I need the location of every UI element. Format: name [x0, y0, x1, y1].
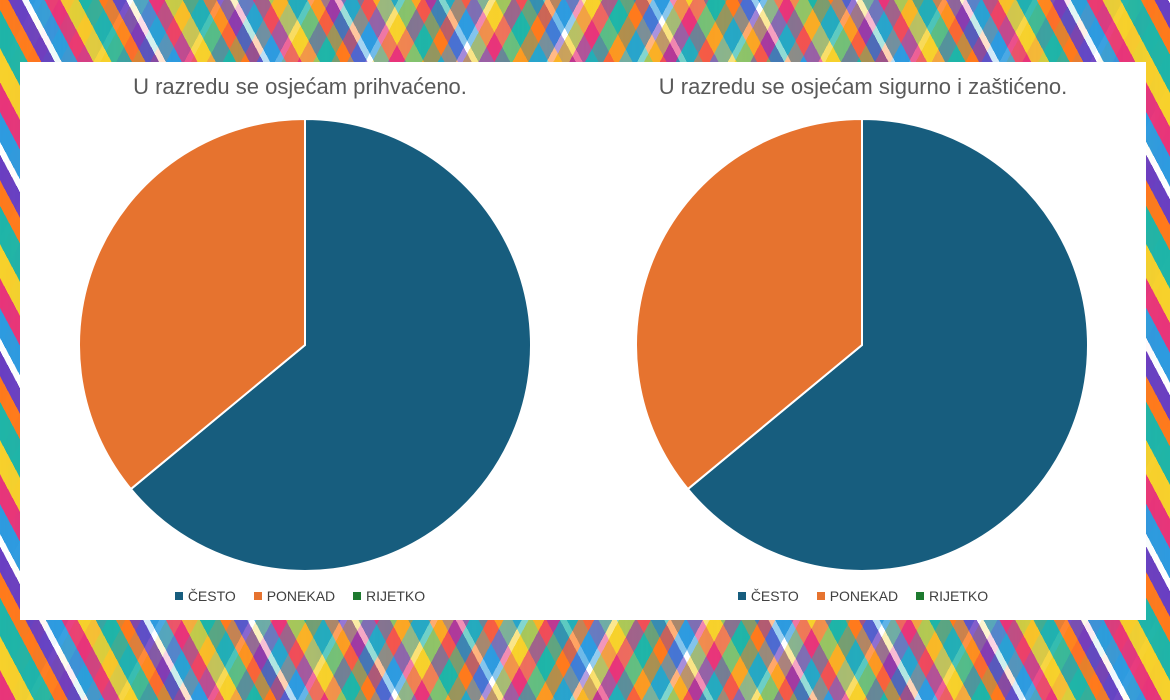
chart-legend: ČESTO PONEKAD RIJETKO	[583, 588, 1143, 604]
pie-slice-cesto	[686, 117, 1089, 572]
legend-label: ČESTO	[750, 588, 799, 604]
legend-item-rijetko: RIJETKO	[353, 588, 425, 604]
legend-item-cesto: ČESTO	[737, 588, 799, 604]
legend-swatch	[353, 592, 362, 601]
legend-label: PONEKAD	[266, 588, 336, 604]
legend-swatch	[916, 592, 925, 601]
pie-slice-ponekad	[78, 117, 306, 491]
pie-slice-ponekad	[635, 117, 863, 491]
chart-legend: ČESTO PONEKAD RIJETKO	[20, 588, 580, 604]
chart-title: U razredu se osjećam sigurno i zaštićeno…	[658, 74, 1068, 99]
pie-slice-cesto	[129, 117, 532, 572]
legend-swatch	[174, 592, 183, 601]
pie-svg	[635, 117, 1089, 572]
legend-item-ponekad: PONEKAD	[816, 588, 899, 604]
pie-chart-sigurno: U razredu se osjećam sigurno i zaštićeno…	[583, 62, 1143, 620]
legend-swatch	[253, 592, 262, 601]
legend-label: RIJETKO	[366, 588, 426, 604]
pie-chart-prihvaceno: U razredu se osjećam prihvaćeno. ČESTO P…	[20, 62, 580, 620]
legend-item-rijetko: RIJETKO	[916, 588, 988, 604]
legend-label: PONEKAD	[829, 588, 899, 604]
pie-svg	[78, 117, 532, 572]
legend-swatch	[737, 592, 746, 601]
chart-title: U razredu se osjećam prihvaćeno.	[133, 74, 467, 99]
charts-panel: U razredu se osjećam prihvaćeno. ČESTO P…	[20, 62, 1146, 620]
legend-label: RIJETKO	[929, 588, 989, 604]
legend-item-cesto: ČESTO	[174, 588, 236, 604]
legend-item-ponekad: PONEKAD	[253, 588, 336, 604]
legend-label: ČESTO	[187, 588, 236, 604]
legend-swatch	[816, 592, 825, 601]
